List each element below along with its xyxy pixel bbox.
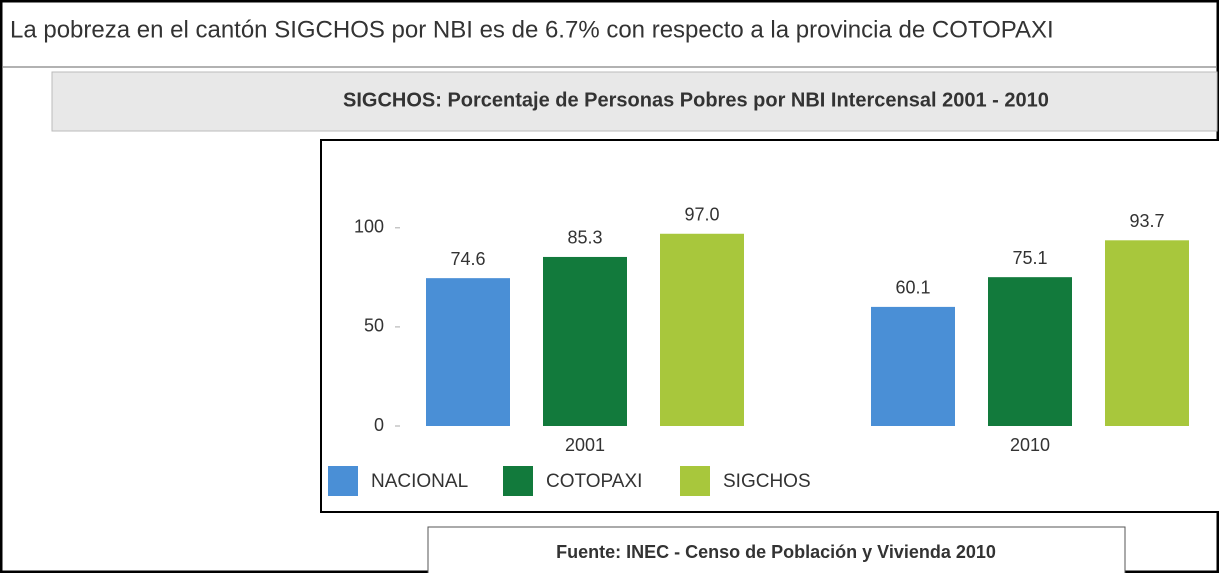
- bar: [426, 278, 510, 426]
- source-box: [427, 526, 1126, 573]
- legend-swatch: [328, 466, 358, 496]
- legend-swatch: [680, 466, 710, 496]
- legend-label: NACIONAL: [371, 471, 468, 492]
- legend-swatch: [503, 466, 533, 496]
- value-label: 60.1: [895, 278, 930, 298]
- chart-title: SIGCHOS: Porcentaje de Personas Pobres p…: [343, 89, 1049, 111]
- value-label: 75.1: [1012, 248, 1047, 268]
- bar: [988, 277, 1072, 426]
- value-label: 74.6: [450, 249, 485, 269]
- x-tick-label: 2010: [1010, 435, 1050, 455]
- source: Fuente: INEC - Censo de Población y Vivi…: [556, 542, 996, 562]
- value-label: 97.0: [684, 205, 719, 225]
- bar: [1105, 240, 1189, 426]
- legend-label: SIGCHOS: [723, 471, 811, 492]
- legend-label: COTOPAXI: [546, 471, 642, 492]
- x-tick-label: 2001: [565, 435, 605, 455]
- y-tick-label: 100: [354, 217, 384, 237]
- value-label: 85.3: [567, 228, 602, 248]
- bar: [871, 306, 955, 426]
- y-tick-label: 0: [374, 415, 384, 435]
- bar: [660, 233, 744, 426]
- value-label: 93.7: [1129, 211, 1164, 231]
- title-box: [51, 71, 1218, 132]
- y-tick-label: 50: [364, 316, 384, 336]
- bar: [543, 256, 627, 426]
- header: La pobreza en el cantón SIGCHOS por NBI …: [10, 16, 1054, 43]
